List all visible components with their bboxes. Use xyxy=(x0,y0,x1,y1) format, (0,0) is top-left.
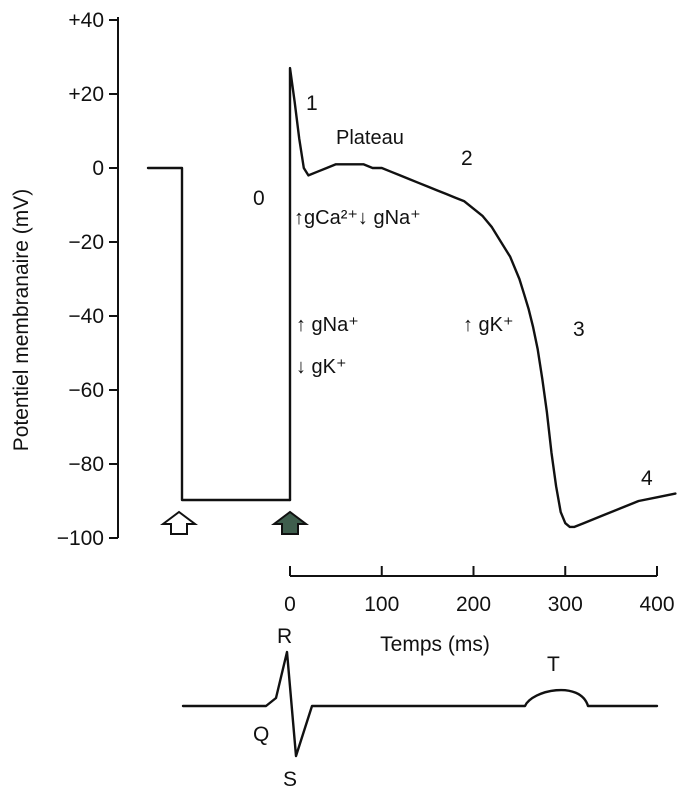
ecg-q-label: Q xyxy=(253,723,269,746)
ecg-r-label: R xyxy=(277,625,292,648)
y-tick-label: −100 xyxy=(57,527,104,550)
phase-2-label: 2 xyxy=(461,147,473,170)
y-tick-label: −80 xyxy=(68,453,104,476)
x-tick-label: 0 xyxy=(284,593,296,616)
repolarization-k-label: ↑ gK⁺ xyxy=(463,314,514,336)
x-tick-label: 300 xyxy=(548,593,583,616)
y-tick-label: +20 xyxy=(68,83,104,106)
open-up-arrow-icon xyxy=(160,510,198,535)
phase-4-label: 4 xyxy=(641,467,653,490)
x-axis-title: Temps (ms) xyxy=(380,633,490,656)
y-axis-title: Potentiel membranaire (mV) xyxy=(10,189,33,452)
ecg-trace: R Q S T xyxy=(181,625,659,791)
ecg-waveform xyxy=(181,650,659,758)
y-tick-label: −40 xyxy=(68,305,104,328)
y-tick-label: 0 xyxy=(92,157,104,180)
y-axis: +40 +20 0 −20 −40 −60 −80 −100 xyxy=(57,9,119,550)
depolarization-na-label: ↑ gNa⁺ xyxy=(296,314,359,336)
plateau-label: Plateau xyxy=(336,127,404,149)
ecg-t-label: T xyxy=(547,653,560,676)
series-layer xyxy=(288,66,677,529)
plateau-conductance-label: ↑gCa²⁺↓ gNa⁺ xyxy=(294,207,421,229)
x-tick-label: 100 xyxy=(364,593,399,616)
action-potential-line xyxy=(288,66,677,529)
filled-up-arrow-icon xyxy=(271,510,309,535)
ecg-s-label: S xyxy=(283,768,297,791)
y-ticks: +40 +20 0 −20 −40 −60 −80 −100 xyxy=(57,9,118,550)
x-ticks: 0 100 200 300 400 xyxy=(284,566,675,616)
phase-1-label: 1 xyxy=(306,92,318,115)
stimulus-trace xyxy=(146,166,292,502)
y-tick-label: −60 xyxy=(68,379,104,402)
x-tick-label: 400 xyxy=(639,593,674,616)
x-axis: 0 100 200 300 400 xyxy=(284,566,675,616)
phase-3-label: 3 xyxy=(573,318,585,341)
depolarization-k-label: ↓ gK⁺ xyxy=(296,356,347,378)
x-tick-label: 200 xyxy=(456,593,491,616)
y-tick-label: +40 xyxy=(68,9,104,32)
phase-0-label: 0 xyxy=(253,187,265,210)
y-tick-label: −20 xyxy=(68,231,104,254)
